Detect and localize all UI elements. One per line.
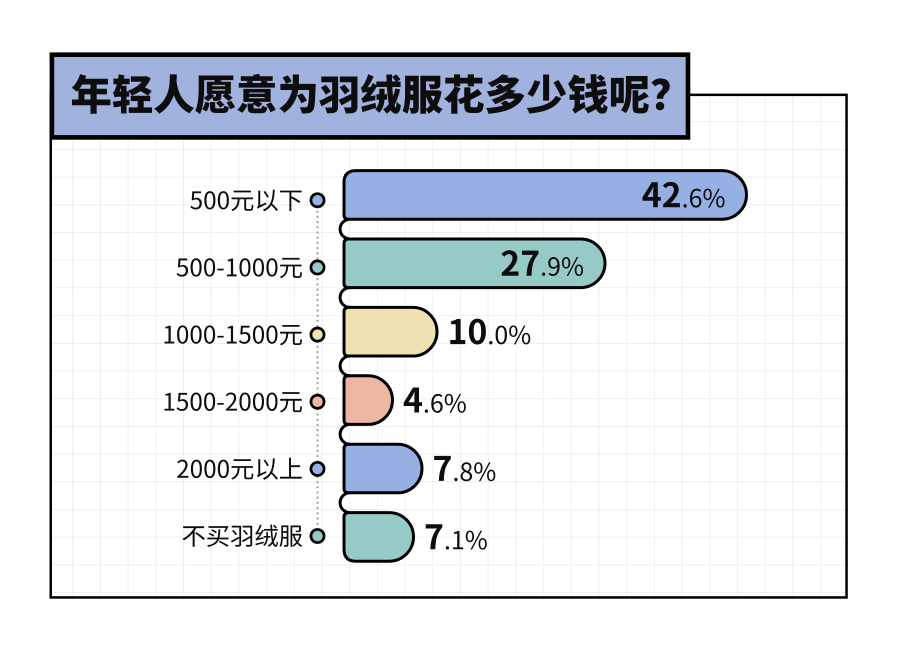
category-marker-3: [309, 393, 326, 410]
bar-1: [342, 237, 607, 290]
category-marker-4: [309, 460, 326, 477]
bar-3: [342, 374, 394, 426]
bar-connector-4: [338, 491, 351, 515]
value-label-glyphs-3: [403, 387, 466, 413]
bar-connector-2: [338, 354, 351, 378]
category-marker-0: [309, 192, 326, 209]
bar-connector-1: [338, 286, 351, 309]
bar-4: [342, 442, 424, 495]
bar-connector-0: [338, 217, 351, 241]
title-glyphs: [71, 73, 670, 115]
bar-5: [342, 511, 415, 563]
category-label-glyphs-2: [164, 324, 302, 346]
category-label-glyphs-3: [164, 392, 302, 413]
value-label-glyphs-5: [425, 524, 487, 550]
category-label-glyphs-0: [190, 189, 302, 212]
value-label-glyphs-4: [434, 455, 496, 482]
value-label-glyphs-0: [642, 181, 725, 208]
category-label-glyphs-1: [176, 257, 302, 279]
value-label-glyphs-2: [450, 318, 531, 345]
value-label-glyphs-1: [501, 250, 584, 277]
category-label-glyphs-5: [182, 524, 303, 547]
bar-2: [342, 305, 439, 358]
bar-0: [342, 169, 748, 221]
bar-connector-3: [338, 422, 351, 446]
category-marker-2: [309, 326, 326, 343]
category-marker-1: [309, 259, 326, 276]
category-marker-5: [309, 528, 326, 545]
category-label-glyphs-4: [177, 457, 302, 480]
